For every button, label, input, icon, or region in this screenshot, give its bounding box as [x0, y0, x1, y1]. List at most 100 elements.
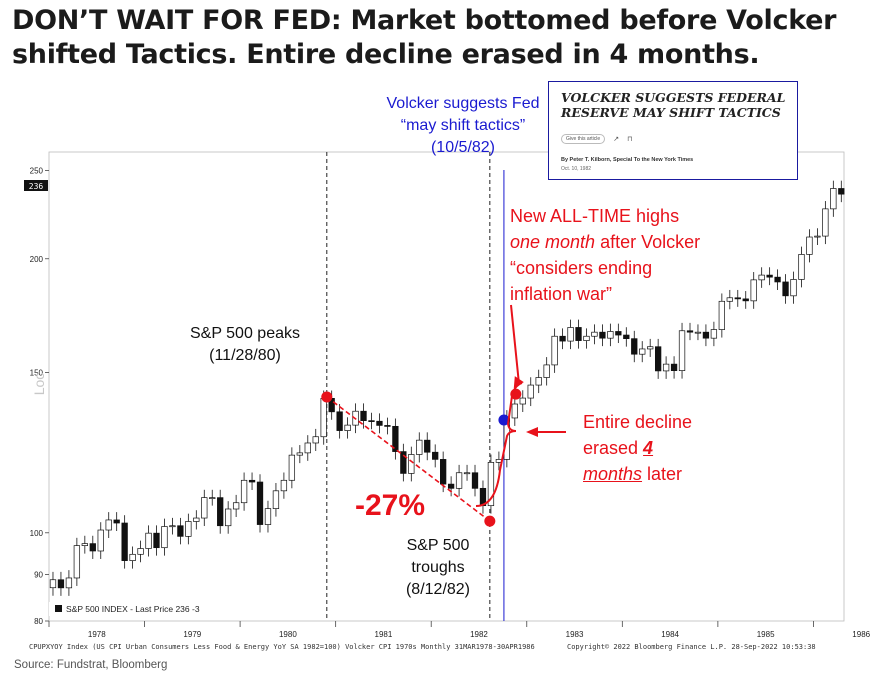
candle-up	[312, 436, 319, 444]
ath-arrow-head	[513, 376, 524, 389]
peak-marker	[321, 391, 333, 403]
candle-up	[232, 502, 240, 510]
candle-up	[694, 331, 702, 334]
candle-up	[455, 472, 463, 489]
candle-down	[177, 525, 184, 537]
candle-up	[750, 279, 757, 302]
x-tick-label: 1986	[852, 630, 870, 639]
peak-line-2: (11/28/80)	[209, 347, 281, 364]
x-tick-label: 1978	[88, 630, 106, 639]
candle-up	[527, 384, 534, 399]
candle-down	[654, 346, 662, 372]
news-date: Oct. 10, 1982	[561, 166, 592, 172]
candle-down	[631, 338, 638, 355]
candle-up	[567, 327, 574, 342]
ath-line-2-em: one month	[510, 232, 596, 252]
candle-up	[65, 577, 73, 589]
share-icon[interactable]: ↗	[613, 136, 620, 143]
trough-annotation: S&P 500 troughs (8/12/82)	[396, 535, 480, 601]
candle-down	[360, 410, 367, 421]
candle-up	[161, 526, 168, 549]
erased-line-1: Entire decline	[583, 412, 693, 432]
candle-down	[432, 451, 439, 460]
recovery-brace	[475, 382, 523, 507]
candle-up	[758, 274, 765, 281]
decline-trend-line	[326, 396, 491, 522]
candle-up	[145, 532, 152, 549]
candle-down	[256, 481, 264, 525]
erased-line-3-rest: later	[642, 464, 683, 484]
candle-up	[798, 254, 805, 280]
candle-down	[734, 297, 741, 300]
candle-down	[575, 327, 582, 341]
news-byline: By Peter T. Kilborn, Special To the New …	[561, 157, 694, 163]
candle-up	[296, 452, 303, 456]
candle-down	[336, 411, 343, 431]
candle-up	[511, 403, 518, 419]
news-clipping: VOLCKER SUGGESTS FEDERAL RESERVE MAY SHI…	[548, 81, 798, 180]
candle-down	[424, 439, 431, 453]
candle-up	[543, 364, 550, 378]
y-axis: 80 90 100 150 200 250	[30, 167, 49, 626]
candle-down	[376, 420, 383, 426]
candle-up	[240, 479, 248, 504]
y-tick-label: 100	[30, 529, 44, 538]
candle-up	[822, 208, 829, 237]
candle-down	[559, 335, 566, 342]
candle-down	[368, 420, 375, 422]
candle-up	[718, 300, 726, 330]
legend-swatch	[55, 605, 62, 612]
candle-up	[726, 297, 733, 302]
gift-article-button[interactable]: Give this article	[561, 134, 606, 144]
candle-up	[288, 454, 296, 481]
candle-up	[105, 519, 112, 531]
ath-arrow-line	[510, 304, 520, 383]
candle-down	[782, 281, 789, 297]
volcker-line-3: (10/5/82)	[430, 139, 496, 156]
candle-down	[615, 331, 622, 336]
candle-up	[73, 545, 81, 579]
y-tick-label: 80	[34, 617, 43, 626]
y-tick-label: 90	[34, 570, 43, 579]
legend-label: S&P 500 INDEX - Last Price 236 -3	[66, 604, 200, 614]
ath-line-2-rest: after Volcker	[595, 232, 701, 252]
erased-line-2-pre: erased	[583, 438, 644, 458]
erased-line-3-em: months	[583, 464, 643, 484]
candle-down	[623, 334, 630, 340]
candle-up	[137, 548, 144, 555]
news-toolbar: Give this article ↗ ⊓	[561, 134, 633, 144]
candle-down	[599, 331, 606, 339]
x-tick-label: 1981	[375, 630, 393, 639]
candle-down	[471, 472, 479, 489]
candle-up	[591, 331, 598, 337]
candle-up	[185, 521, 192, 537]
bookmark-icon[interactable]: ⊓	[627, 136, 633, 143]
candle-up	[830, 188, 837, 210]
candle-down	[447, 483, 455, 489]
source-note: Source: Fundstrat, Bloomberg	[14, 659, 168, 671]
candle-up	[408, 454, 415, 474]
event-lines	[326, 152, 505, 621]
candle-down	[248, 479, 256, 483]
news-headline: VOLCKER SUGGESTS FEDERAL RESERVE MAY SHI…	[561, 90, 786, 120]
y-tick-label: 150	[30, 368, 44, 377]
annotation-overlays	[321, 304, 566, 527]
candle-up	[320, 398, 327, 438]
volcker-line-2: “may shift tactics”	[400, 117, 526, 134]
candle-up	[209, 497, 216, 499]
volcker-marker	[498, 414, 510, 426]
x-tick-label: 1985	[757, 630, 775, 639]
candle-up	[662, 363, 670, 372]
candle-down	[121, 522, 128, 561]
candle-down	[392, 425, 399, 452]
all-time-high-annotation: New ALL-TIME highs one month after Volck…	[510, 203, 750, 307]
candle-down	[742, 298, 749, 302]
volcker-annotation: Volcker suggests Fed “may shift tactics”…	[376, 93, 550, 159]
candle-up	[607, 331, 614, 339]
last-price-tag: 236	[24, 180, 48, 191]
x-tick-label: 1982	[470, 630, 488, 639]
candle-down	[217, 497, 224, 527]
erased-line-2-num: 4	[643, 438, 654, 458]
candle-down	[153, 532, 160, 549]
